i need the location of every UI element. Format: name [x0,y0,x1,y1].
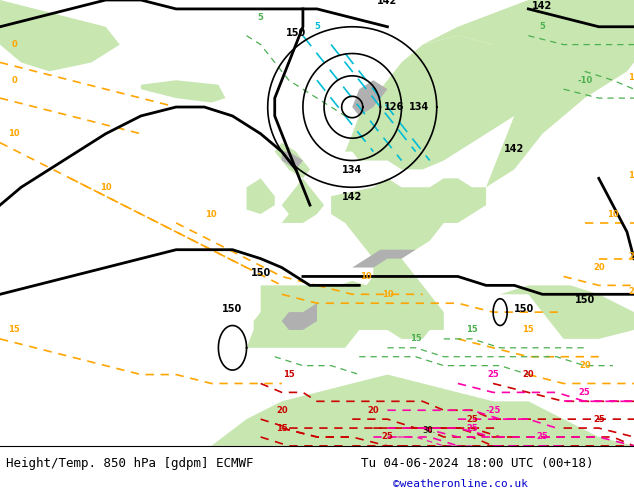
Polygon shape [141,80,226,102]
Text: 5: 5 [314,22,320,31]
Text: 15: 15 [276,423,288,433]
Text: 15: 15 [410,334,422,343]
Polygon shape [353,250,416,268]
Text: 142: 142 [342,192,363,202]
Text: 10: 10 [8,129,20,138]
Text: 142: 142 [533,1,553,11]
Text: 15: 15 [283,370,295,379]
Text: 0: 0 [11,76,17,85]
Text: 10: 10 [205,210,217,219]
Text: 10: 10 [607,210,619,219]
Text: 10: 10 [628,74,634,82]
Text: 150: 150 [286,27,306,38]
Text: 25: 25 [536,433,548,441]
Polygon shape [493,45,543,116]
Text: 30.: 30. [423,425,436,435]
Text: Tu 04-06-2024 18:00 UTC (00+18): Tu 04-06-2024 18:00 UTC (00+18) [361,457,594,469]
Text: 15: 15 [628,172,634,180]
Text: 150: 150 [514,304,534,314]
Polygon shape [353,80,387,116]
Polygon shape [500,285,634,339]
Text: 150: 150 [250,269,271,278]
Text: 10: 10 [361,272,372,281]
Text: 15: 15 [466,325,478,335]
Polygon shape [345,36,528,170]
Text: 15: 15 [8,325,20,335]
Text: 5: 5 [540,22,545,31]
Text: 10: 10 [382,290,393,299]
Text: 142: 142 [504,144,524,153]
Text: 25: 25 [466,415,478,424]
Text: 20: 20 [593,263,605,272]
Text: 134: 134 [342,165,363,175]
Text: ©weatheronline.co.uk: ©weatheronline.co.uk [393,479,528,489]
Polygon shape [275,143,324,223]
Text: 126: 126 [384,102,404,112]
Text: 150: 150 [574,295,595,305]
Text: 25: 25 [593,415,605,424]
Text: 20: 20 [579,361,590,370]
Text: -25: -25 [486,406,501,415]
Polygon shape [211,374,634,446]
Text: 10: 10 [100,183,112,192]
Text: 25: 25 [488,370,499,379]
Polygon shape [281,151,303,170]
Text: 25: 25 [466,423,478,433]
Polygon shape [423,0,634,187]
Text: 20: 20 [628,287,634,296]
Polygon shape [247,178,486,348]
Text: 0: 0 [11,40,17,49]
Text: 5: 5 [257,13,264,23]
Text: 142: 142 [377,0,398,6]
Polygon shape [247,178,275,214]
Text: 25: 25 [382,433,393,441]
Text: 15: 15 [522,325,534,335]
Text: 20: 20 [522,370,534,379]
Text: 20: 20 [276,406,288,415]
Text: 134: 134 [408,102,429,112]
Text: 150: 150 [223,304,243,314]
Text: 20: 20 [628,252,634,261]
Text: 25: 25 [579,388,590,397]
Text: Height/Temp. 850 hPa [gdpm] ECMWF: Height/Temp. 850 hPa [gdpm] ECMWF [6,457,254,469]
Polygon shape [281,303,317,330]
Text: 20: 20 [368,406,379,415]
Text: -10: -10 [577,76,592,85]
Polygon shape [0,0,120,72]
